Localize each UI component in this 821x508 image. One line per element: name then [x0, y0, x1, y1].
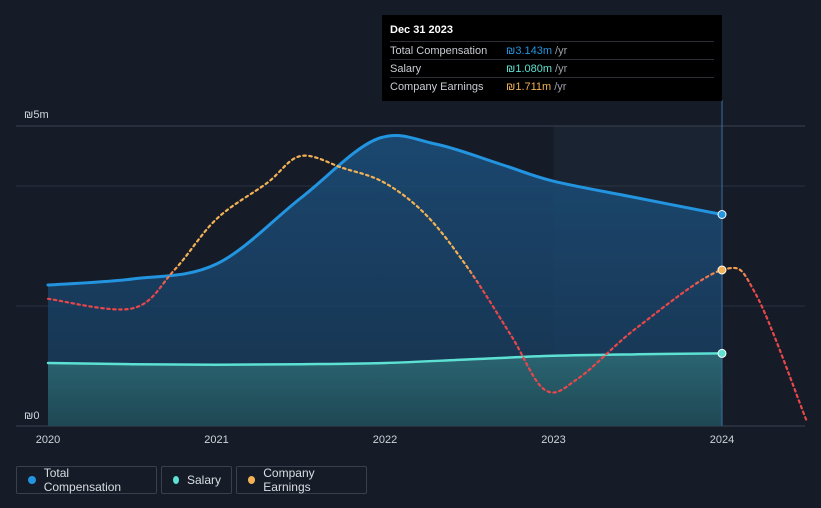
legend-earnings-dot-icon — [248, 476, 256, 484]
tooltip-earnings-unit: /yr — [554, 80, 567, 93]
legend-salary[interactable]: Salary — [161, 466, 232, 494]
salary-line — [46, 352, 724, 367]
x-tick-label: 2022 — [373, 434, 397, 446]
x-tick-label: 2023 — [541, 434, 565, 446]
tooltip-total-label: Total Compensation — [390, 44, 488, 57]
tooltip-salary-value: ₪1.080m — [506, 62, 553, 75]
legend-salary-label: Salary — [186, 473, 221, 487]
tooltip-date: Dec 31 2023 — [390, 24, 453, 36]
legend-total-dot-icon — [28, 476, 36, 484]
tooltip-salary-unit: /yr — [555, 62, 568, 75]
x-tick-label: 2021 — [204, 434, 228, 446]
legend-total-label: Total Compensation — [43, 466, 122, 494]
total-compensation-marker — [717, 210, 727, 219]
salary-marker — [717, 348, 727, 358]
y-tick-label-min: ₪0 — [24, 410, 39, 422]
chart-tooltip: Dec 31 2023 Total Compensation ₪3.143m /… — [382, 15, 722, 101]
tooltip-row-earnings: Company Earnings ₪1.711m /yr — [390, 77, 714, 95]
salary-area — [48, 353, 722, 426]
total-compensation-area — [48, 135, 722, 427]
tooltip-earnings-value: ₪1.711m — [506, 80, 552, 93]
legend-company-earnings[interactable]: Company Earnings — [236, 466, 367, 494]
x-tick-label: 2020 — [36, 434, 60, 446]
tooltip-salary-label: Salary — [390, 62, 422, 75]
company-earnings-line — [46, 154, 808, 422]
tooltip-total-value: ₪3.143m — [506, 44, 553, 57]
legend-salary-dot-icon — [173, 476, 179, 484]
tooltip-row-total: Total Compensation ₪3.143m /yr — [390, 41, 714, 59]
legend-earnings-label: Company Earnings — [263, 466, 315, 494]
x-tick-label: 2024 — [710, 434, 734, 446]
company-earnings-marker — [717, 265, 727, 275]
tooltip-total-unit: /yr — [555, 44, 568, 57]
tooltip-earnings-label: Company Earnings — [390, 80, 484, 93]
legend-total-compensation[interactable]: Total Compensation — [16, 466, 157, 494]
tooltip-row-salary: Salary ₪1.080m /yr — [390, 59, 714, 77]
y-tick-label-max: ₪5m — [24, 109, 49, 121]
